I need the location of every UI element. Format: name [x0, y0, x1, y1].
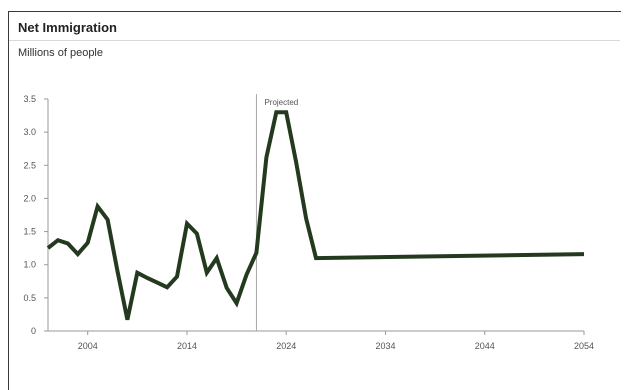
- x-tick-label: 2024: [276, 341, 296, 351]
- y-tick-label: 0: [31, 326, 36, 336]
- x-tick-label: 2014: [177, 341, 197, 351]
- projection-label: Projected: [264, 98, 298, 107]
- y-tick-label: 1.0: [23, 260, 36, 270]
- x-tick-label: 2004: [78, 341, 98, 351]
- x-tick-label: 2034: [375, 341, 395, 351]
- series-line: [48, 112, 584, 319]
- y-tick-label: 2.5: [23, 160, 36, 170]
- y-tick-label: 3.0: [23, 127, 36, 137]
- x-tick-label: 2044: [475, 341, 495, 351]
- x-tick-label: 2054: [574, 341, 594, 351]
- y-tick-label: 2.0: [23, 193, 36, 203]
- chart-plot-area: [48, 112, 584, 319]
- y-tick-label: 3.5: [23, 94, 36, 104]
- y-tick-label: 1.5: [23, 227, 36, 237]
- chart-annotations: Projected: [256, 94, 298, 331]
- y-tick-label: 0.5: [23, 293, 36, 303]
